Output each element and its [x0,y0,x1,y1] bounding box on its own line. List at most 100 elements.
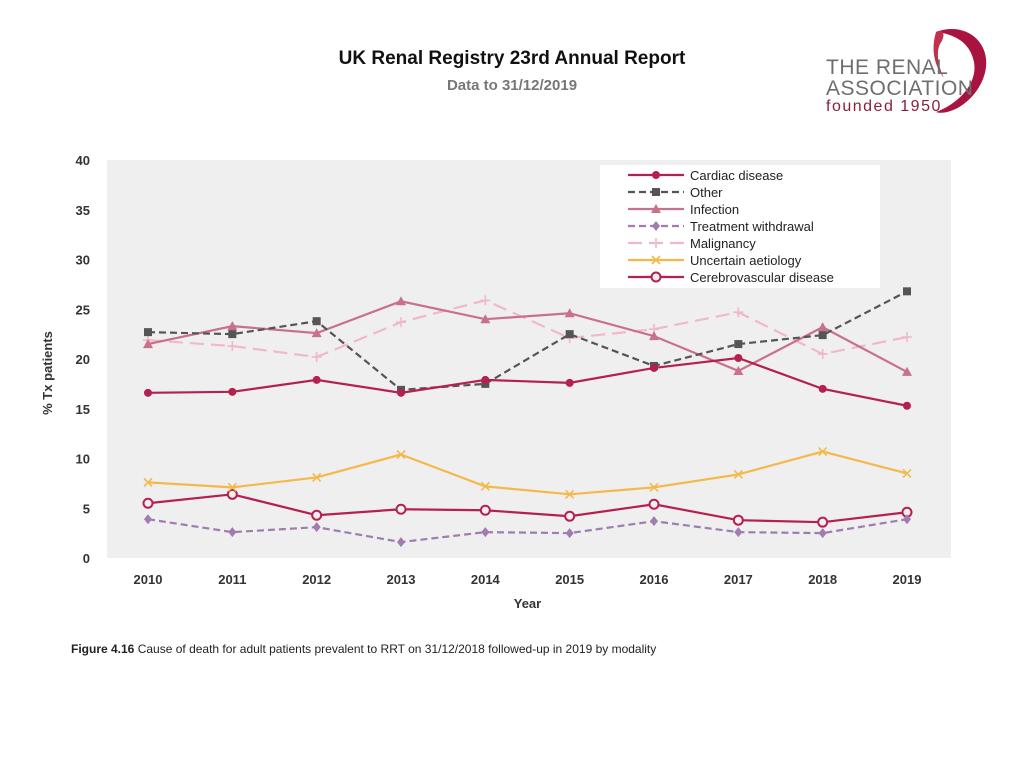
data-point-malignancy [733,307,744,318]
legend-marker-cardiac-disease [652,171,660,179]
data-point-other [565,330,574,339]
x-axis-label: Year [514,596,541,611]
data-point-uncertain-aetiology [649,482,659,492]
legend-marker-other [652,188,660,196]
data-point-malignancy [817,349,828,360]
data-point-cerebrovascular-disease [226,488,238,500]
legend-marker-malignancy [651,238,661,248]
data-point-infection [311,328,322,338]
series-line-uncertain-aetiology [147,450,908,496]
logo-line-1: THE RENAL [826,56,949,79]
series-line-cerebrovascular-disease [147,493,908,524]
legend-label-cardiac-disease: Cardiac disease [690,168,783,183]
y-tick-label: 35 [76,203,90,218]
data-point-uncertain-aetiology [480,481,490,491]
legend-marker-cerebrovascular-disease [650,271,662,283]
data-point-cerebrovascular-disease [395,503,407,515]
data-point-other [144,328,152,337]
data-point-cardiac-disease [481,375,490,384]
data-point-malignancy [227,341,238,352]
series-line-malignancy [147,299,908,359]
x-tick-label: 2018 [808,572,837,587]
x-tick-label: 2011 [218,572,246,587]
series-cerebrovascular-disease [142,488,913,528]
report-title: UK Renal Registry 23rd Annual Report [338,48,686,69]
figure-label: Figure 4.16 [71,642,135,656]
data-point-treatment-withdrawal [397,537,405,548]
data-point-uncertain-aetiology [733,469,743,479]
series-cardiac-disease [144,354,911,410]
series-line-treatment-withdrawal [147,518,908,544]
data-point-malignancy [480,295,491,306]
y-tick-label: 5 [83,501,90,516]
data-point-infection [480,314,491,324]
data-point-treatment-withdrawal [650,516,658,527]
series-treatment-withdrawal [144,514,911,548]
data-point-uncertain-aetiology [227,482,237,492]
legend: Cardiac disease Other Infection Treatment w… [600,165,880,288]
y-tick-label: 30 [76,253,90,268]
logo-line-3: founded 1950 [826,98,942,115]
data-point-other [228,330,237,339]
data-point-treatment-withdrawal [481,527,490,538]
data-point-other [818,331,827,340]
data-point-infection [902,366,912,376]
data-point-treatment-withdrawal [144,514,152,525]
report-subtitle: Data to 31/12/2019 [446,77,578,94]
x-tick-label: 2016 [640,572,669,587]
data-point-cardiac-disease [734,354,743,363]
series-line-infection [147,300,908,373]
x-tick-label: 2017 [724,572,753,587]
x-tick-label: 2013 [387,572,416,587]
data-point-cardiac-disease [818,384,827,393]
data-point-treatment-withdrawal [734,527,743,538]
logo-swirl-icon [933,29,987,113]
data-point-uncertain-aetiology [312,472,322,482]
data-point-cerebrovascular-disease [142,497,154,509]
data-point-infection [396,296,406,306]
data-point-other [734,340,743,349]
data-point-uncertain-aetiology [902,468,912,478]
x-tick-label: 2015 [555,572,584,587]
x-tick-label: 2010 [134,572,163,587]
legend-label-other: Other [690,185,723,200]
data-point-treatment-withdrawal [565,528,574,539]
data-point-other [903,287,911,296]
legend-label-malignancy: Malignancy [690,236,756,251]
y-tick-label: 25 [76,302,90,317]
data-point-infection [733,365,744,375]
data-point-malignancy [311,352,322,363]
series-line-cardiac-disease [147,356,908,407]
data-point-cardiac-disease [565,378,574,387]
data-point-cerebrovascular-disease [311,509,323,521]
data-point-cerebrovascular-disease [817,516,829,528]
data-point-uncertain-aetiology [565,489,575,499]
renal-association-logo: THE RENAL ASSOCIATION founded 1950 [818,24,998,124]
data-point-uncertain-aetiology [396,449,406,460]
data-point-cardiac-disease [312,375,321,384]
data-point-infection [227,321,238,331]
data-point-cardiac-disease [397,388,405,397]
data-point-cerebrovascular-disease [732,514,744,526]
y-tick-label: 0 [83,551,90,566]
data-point-malignancy [902,332,912,343]
legend-box [600,165,880,288]
data-point-infection [564,308,575,318]
data-point-other [312,317,321,326]
legend-label-infection: Infection [690,202,739,217]
data-point-cerebrovascular-disease [564,510,576,522]
x-tick-label: 2014 [471,572,501,587]
chart-container: 0 5 10 15 20 25 30 35 40 2010 2011 2012 2013 2014 2015… [30,145,980,620]
x-tick-label: 2019 [893,572,922,587]
legend-label-uncertain-aetiology: Uncertain aetiology [690,253,802,268]
figure-caption: Figure 4.16 Cause of death for adult pat… [71,642,656,656]
data-point-cardiac-disease [903,401,911,410]
legend-marker-infection [651,204,661,213]
data-point-treatment-withdrawal [818,528,827,539]
data-point-cardiac-disease [650,363,658,372]
data-point-cardiac-disease [228,387,237,396]
series-line-other [147,290,908,391]
y-tick-label: 20 [76,352,90,367]
logo-line-2: ASSOCIATION [826,77,974,100]
y-axis-label: % Tx patients [40,331,55,415]
